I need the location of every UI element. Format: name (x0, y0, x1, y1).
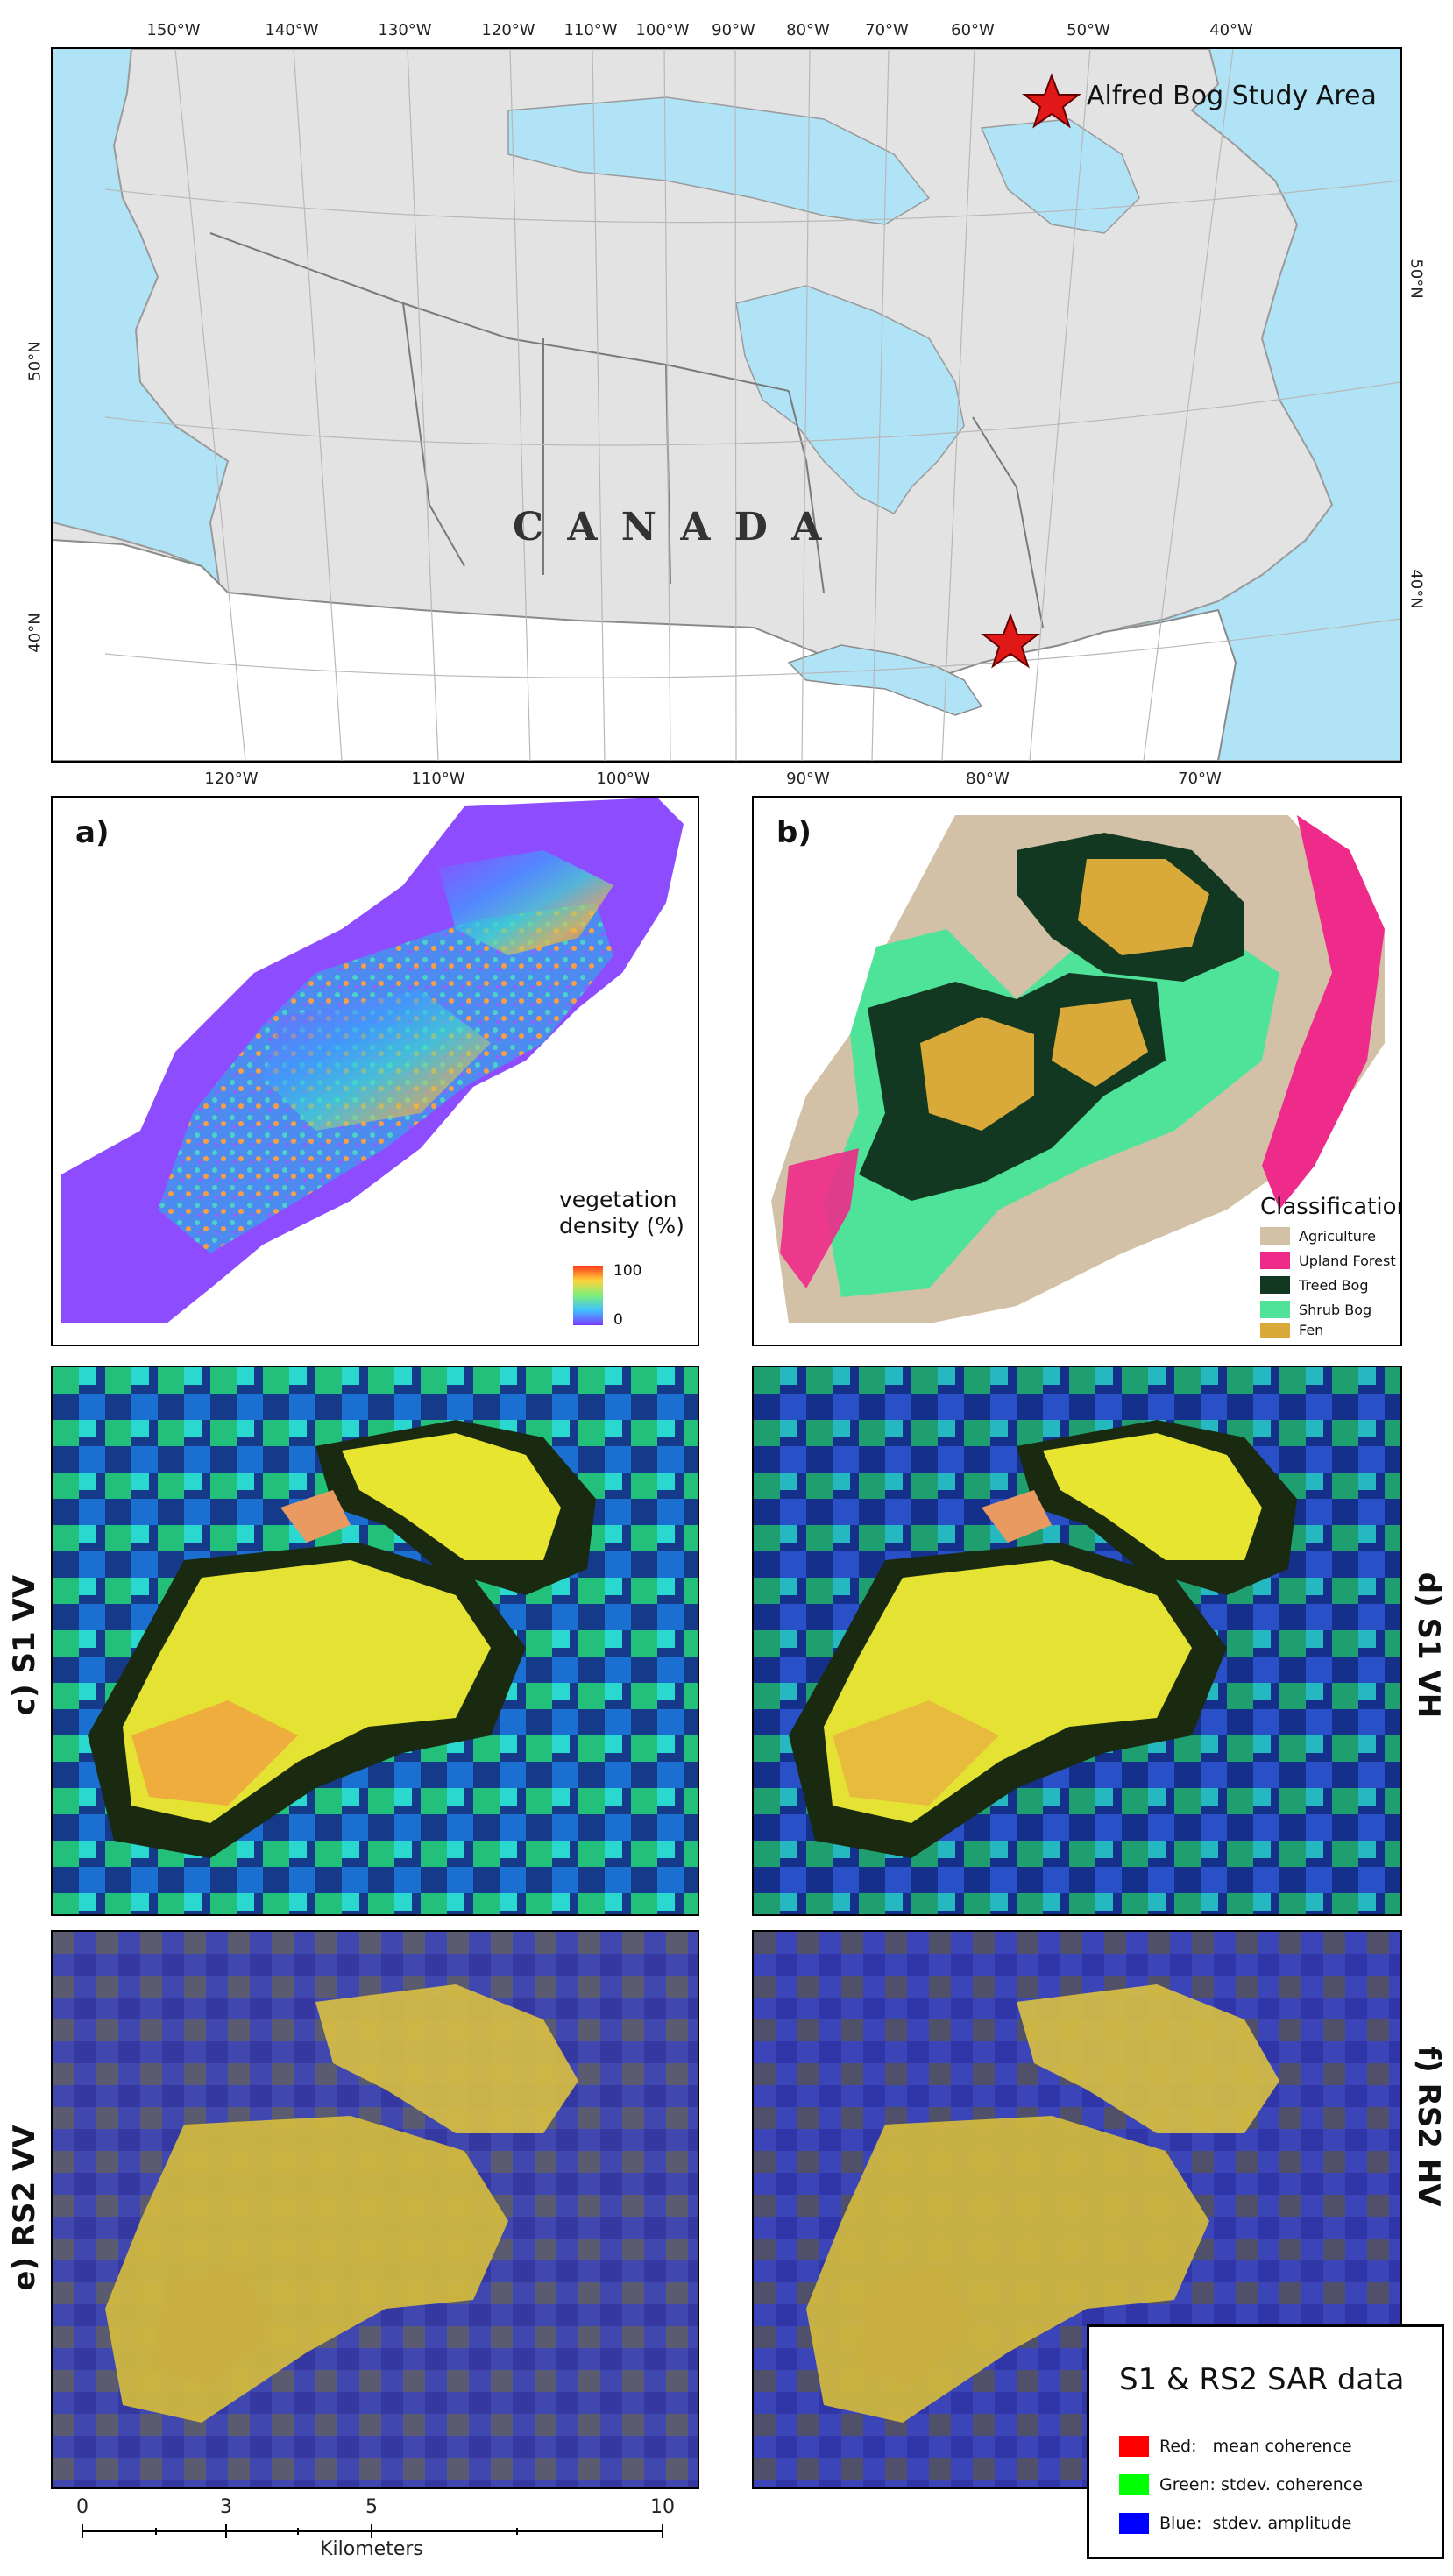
swatch-treed-bog (1260, 1276, 1290, 1294)
bottom-tick: 70°W (1178, 770, 1222, 788)
rs2-vv-image (53, 1932, 698, 2487)
legend-label: Agriculture (1299, 1227, 1376, 1245)
top-tick: 50°W (1067, 21, 1110, 39)
scale-tick: 0 (76, 2496, 89, 2518)
veg-legend-title: vegetation density (%) (559, 1187, 684, 1239)
swatch-fen (1260, 1322, 1290, 1338)
scale-tick: 5 (365, 2496, 378, 2518)
legend-label: Blue: stdev. amplitude (1159, 2514, 1352, 2533)
legend-row-shrub-bog: Shrub Bog (1260, 1301, 1371, 1318)
arctic-water-2 (980, 118, 1140, 234)
panel-a-vegetation-density: a) vegetation density (%) 100 0 (51, 796, 699, 1346)
panel-e-label: e) RS2 VV (7, 2125, 42, 2291)
top-tick: 40°W (1209, 21, 1253, 39)
panel-e-rs2-vv (51, 1930, 699, 2489)
legend-label: Shrub Bog (1299, 1301, 1372, 1318)
vegetation-density-map (61, 798, 684, 1323)
veg-legend-title-line2: density (%) (559, 1213, 684, 1238)
scale-tick: 3 (220, 2496, 232, 2518)
legend-label: Upland Forest (1299, 1252, 1396, 1269)
panel-d-label: d) S1 VH (1411, 1572, 1446, 1719)
legend-row-upland-forest: Upland Forest (1260, 1252, 1396, 1269)
scale-unit: Kilometers (320, 2538, 423, 2560)
country-label: C A N A D A (513, 505, 827, 550)
great-lakes (787, 644, 983, 716)
veg-legend-title-line1: vegetation (559, 1187, 677, 1212)
top-tick: 120°W (481, 21, 535, 39)
bottom-tick: 100°W (596, 770, 650, 788)
legend-label: Green: stdev. coherence (1159, 2475, 1363, 2494)
s1-vv-image (53, 1367, 698, 1914)
legend-row-fen: Fen (1260, 1322, 1323, 1338)
bottom-tick: 110°W (411, 770, 465, 788)
map-graphic (53, 49, 1400, 761)
canada-map: Alfred Bog Study Area C A N A D A (51, 47, 1402, 763)
panel-c-s1-vv (51, 1366, 699, 1916)
top-tick: 70°W (865, 21, 909, 39)
sar-legend-row-blue: Blue: stdev. amplitude (1119, 2513, 1351, 2534)
scale-tick: 10 (650, 2496, 675, 2518)
panel-c-label: c) S1 VV (7, 1574, 42, 1716)
panel-b-label: b) (776, 815, 812, 850)
veg-colorbar (573, 1266, 603, 1325)
study-area-label: Alfred Bog Study Area (1087, 81, 1377, 111)
sar-legend-title: S1 & RS2 SAR data (1119, 2362, 1405, 2397)
panel-a-label: a) (75, 815, 110, 850)
panel-d-s1-vh (752, 1366, 1402, 1916)
panel-b-classification: b) Classification Agriculture Upland For… (752, 796, 1402, 1346)
top-tick: 60°W (951, 21, 995, 39)
swatch-green (1119, 2474, 1149, 2495)
panel-f-label: f) RS2 HV (1411, 2046, 1446, 2207)
swatch-blue (1119, 2513, 1149, 2534)
legend-label: Treed Bog (1299, 1276, 1369, 1294)
top-tick: 80°W (786, 21, 830, 39)
s1-vh-image (754, 1367, 1400, 1914)
swatch-shrub-bog (1260, 1301, 1290, 1318)
left-tick: 40°N (25, 613, 45, 653)
right-tick: 50°N (1407, 259, 1426, 299)
top-tick: 110°W (563, 21, 618, 39)
bottom-tick: 80°W (966, 770, 1010, 788)
sar-legend: S1 & RS2 SAR data Red: mean coherence Gr… (1087, 2324, 1444, 2559)
right-tick: 40°N (1407, 569, 1426, 609)
top-tick: 100°W (635, 21, 690, 39)
top-tick: 130°W (378, 21, 432, 39)
scale-bar-line (82, 2524, 663, 2538)
swatch-agriculture (1260, 1227, 1290, 1245)
sar-legend-row-red: Red: mean coherence (1119, 2436, 1352, 2457)
legend-row-treed-bog: Treed Bog (1260, 1276, 1369, 1294)
top-tick: 150°W (146, 21, 201, 39)
legend-label: Fen (1299, 1322, 1324, 1338)
top-tick: 90°W (712, 21, 755, 39)
swatch-red (1119, 2436, 1149, 2457)
sar-legend-row-green: Green: stdev. coherence (1119, 2474, 1363, 2495)
study-area-star (981, 613, 1040, 669)
bottom-tick: 120°W (204, 770, 259, 788)
legend-label: Red: mean coherence (1159, 2437, 1352, 2456)
hudson-bay (735, 285, 965, 514)
classification-legend-title: Classification (1260, 1194, 1402, 1220)
top-tick: 140°W (265, 21, 319, 39)
legend-row-agriculture: Agriculture (1260, 1227, 1376, 1245)
left-tick: 50°N (25, 341, 45, 381)
legend-star-icon (1022, 73, 1081, 129)
rs2-hv-image (754, 1932, 1400, 2487)
swatch-upland-forest (1260, 1252, 1290, 1269)
veg-legend-max: 100 (613, 1262, 642, 1280)
bottom-tick: 90°W (786, 770, 830, 788)
classification-map (771, 815, 1385, 1323)
veg-legend-min: 0 (613, 1311, 623, 1329)
